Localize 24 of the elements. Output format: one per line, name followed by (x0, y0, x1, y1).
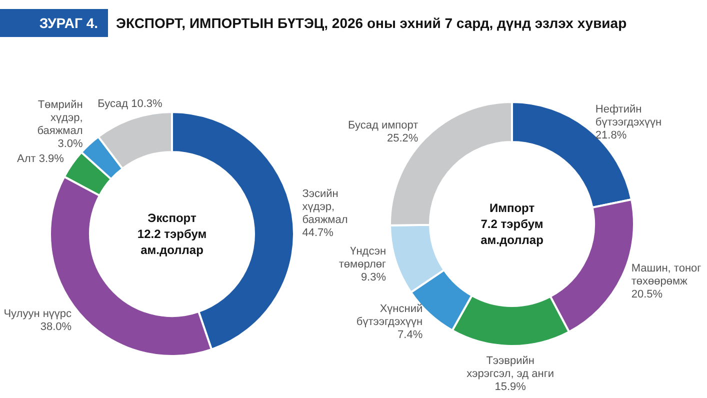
slice-label: Хүнсний бүтээгдэхүүн (356, 303, 423, 328)
text: Импорт 7.2 тэрбум ам.доллар (480, 201, 544, 247)
text: ЗУРАГ 4. (39, 15, 98, 31)
data-label: 3.0% (58, 138, 83, 150)
slice-label: Үндсэн төмөрлөг (338, 245, 386, 270)
slice-label: Нефтийн бүтээгдэхүүн (595, 104, 662, 129)
slice-label: Бусад 10.3% (98, 98, 163, 110)
slice-label: Машин, тоног төхөөрөмж (631, 262, 702, 288)
slice-label: Зэсийн хүдэр, баяжмал (302, 188, 348, 226)
data-label: 44.7% (302, 226, 334, 239)
text: Экспорт 12.2 тэрбум ам.доллар (137, 211, 207, 257)
text: ЭКСПОРТ, ИМПОРТЫН БҮТЭЦ, 2026 оны эхний 7 сард, дүнд эзлэх хувиар (116, 15, 627, 31)
slice-label: Алт 3.9% (17, 153, 64, 166)
slice-label: Чулуун нүүрс (4, 308, 72, 320)
slice-label: Бусад импорт (348, 120, 418, 132)
data-label: 25.2% (386, 132, 418, 145)
data-label: 9.3% (360, 271, 386, 284)
data-label: 7.4% (398, 329, 423, 342)
data-label: 20.5% (631, 288, 663, 300)
data-label: 21.8% (595, 130, 627, 142)
data-label: 38.0% (40, 321, 72, 334)
slice-label: Тээврийн хэрэгсэл, эд анги (466, 354, 554, 380)
slice-label: Төмрийн хүдэр, баяжмал (37, 99, 83, 138)
data-label: 15.9% (494, 380, 526, 393)
